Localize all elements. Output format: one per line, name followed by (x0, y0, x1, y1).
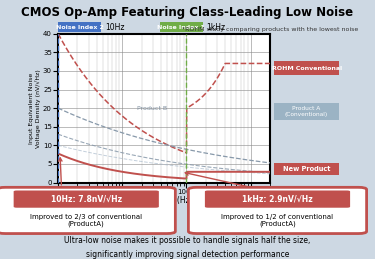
Y-axis label: Input Equivalent Noise
Voltage Density (nV/√Hz): Input Equivalent Noise Voltage Density (… (30, 69, 42, 148)
Text: Improved to 2/3 of conventional
(ProductA): Improved to 2/3 of conventional (Product… (30, 214, 142, 227)
Text: Product B: Product B (136, 106, 166, 111)
Text: Improved to 1/2 of conventional
(ProductA): Improved to 1/2 of conventional (Product… (221, 214, 334, 227)
Text: 10Hz: 7.8nV/√Hz: 10Hz: 7.8nV/√Hz (51, 195, 122, 204)
Text: CMOS Op-Amp Featuring Class-Leading Low Noise: CMOS Op-Amp Featuring Class-Leading Low … (21, 6, 354, 19)
Text: Noise Index 1: Noise Index 1 (158, 25, 206, 30)
Text: 1kHz: 1kHz (207, 23, 226, 32)
Text: Product A
(Conventional): Product A (Conventional) (285, 106, 328, 117)
Text: Ultra-low noise makes it possible to handle signals half the size,: Ultra-low noise makes it possible to han… (64, 236, 310, 245)
FancyBboxPatch shape (188, 187, 367, 234)
FancyBboxPatch shape (0, 187, 176, 234)
Text: 10Hz: 10Hz (105, 23, 125, 32)
Text: significantly improving signal detection performance: significantly improving signal detection… (86, 250, 289, 259)
FancyBboxPatch shape (13, 191, 159, 208)
X-axis label: Frequency (Hz): Frequency (Hz) (135, 196, 193, 205)
Text: 1kHz: 2.9nV/√Hz: 1kHz: 2.9nV/√Hz (242, 195, 313, 204)
FancyBboxPatch shape (205, 191, 350, 208)
Text: New Product: New Product (283, 166, 330, 172)
Text: Noise Index 2: Noise Index 2 (56, 25, 104, 30)
Text: ROHM Conventional: ROHM Conventional (272, 66, 342, 71)
Text: *ROHM study comparing products with the lowest noise: *ROHM study comparing products with the … (182, 27, 358, 32)
